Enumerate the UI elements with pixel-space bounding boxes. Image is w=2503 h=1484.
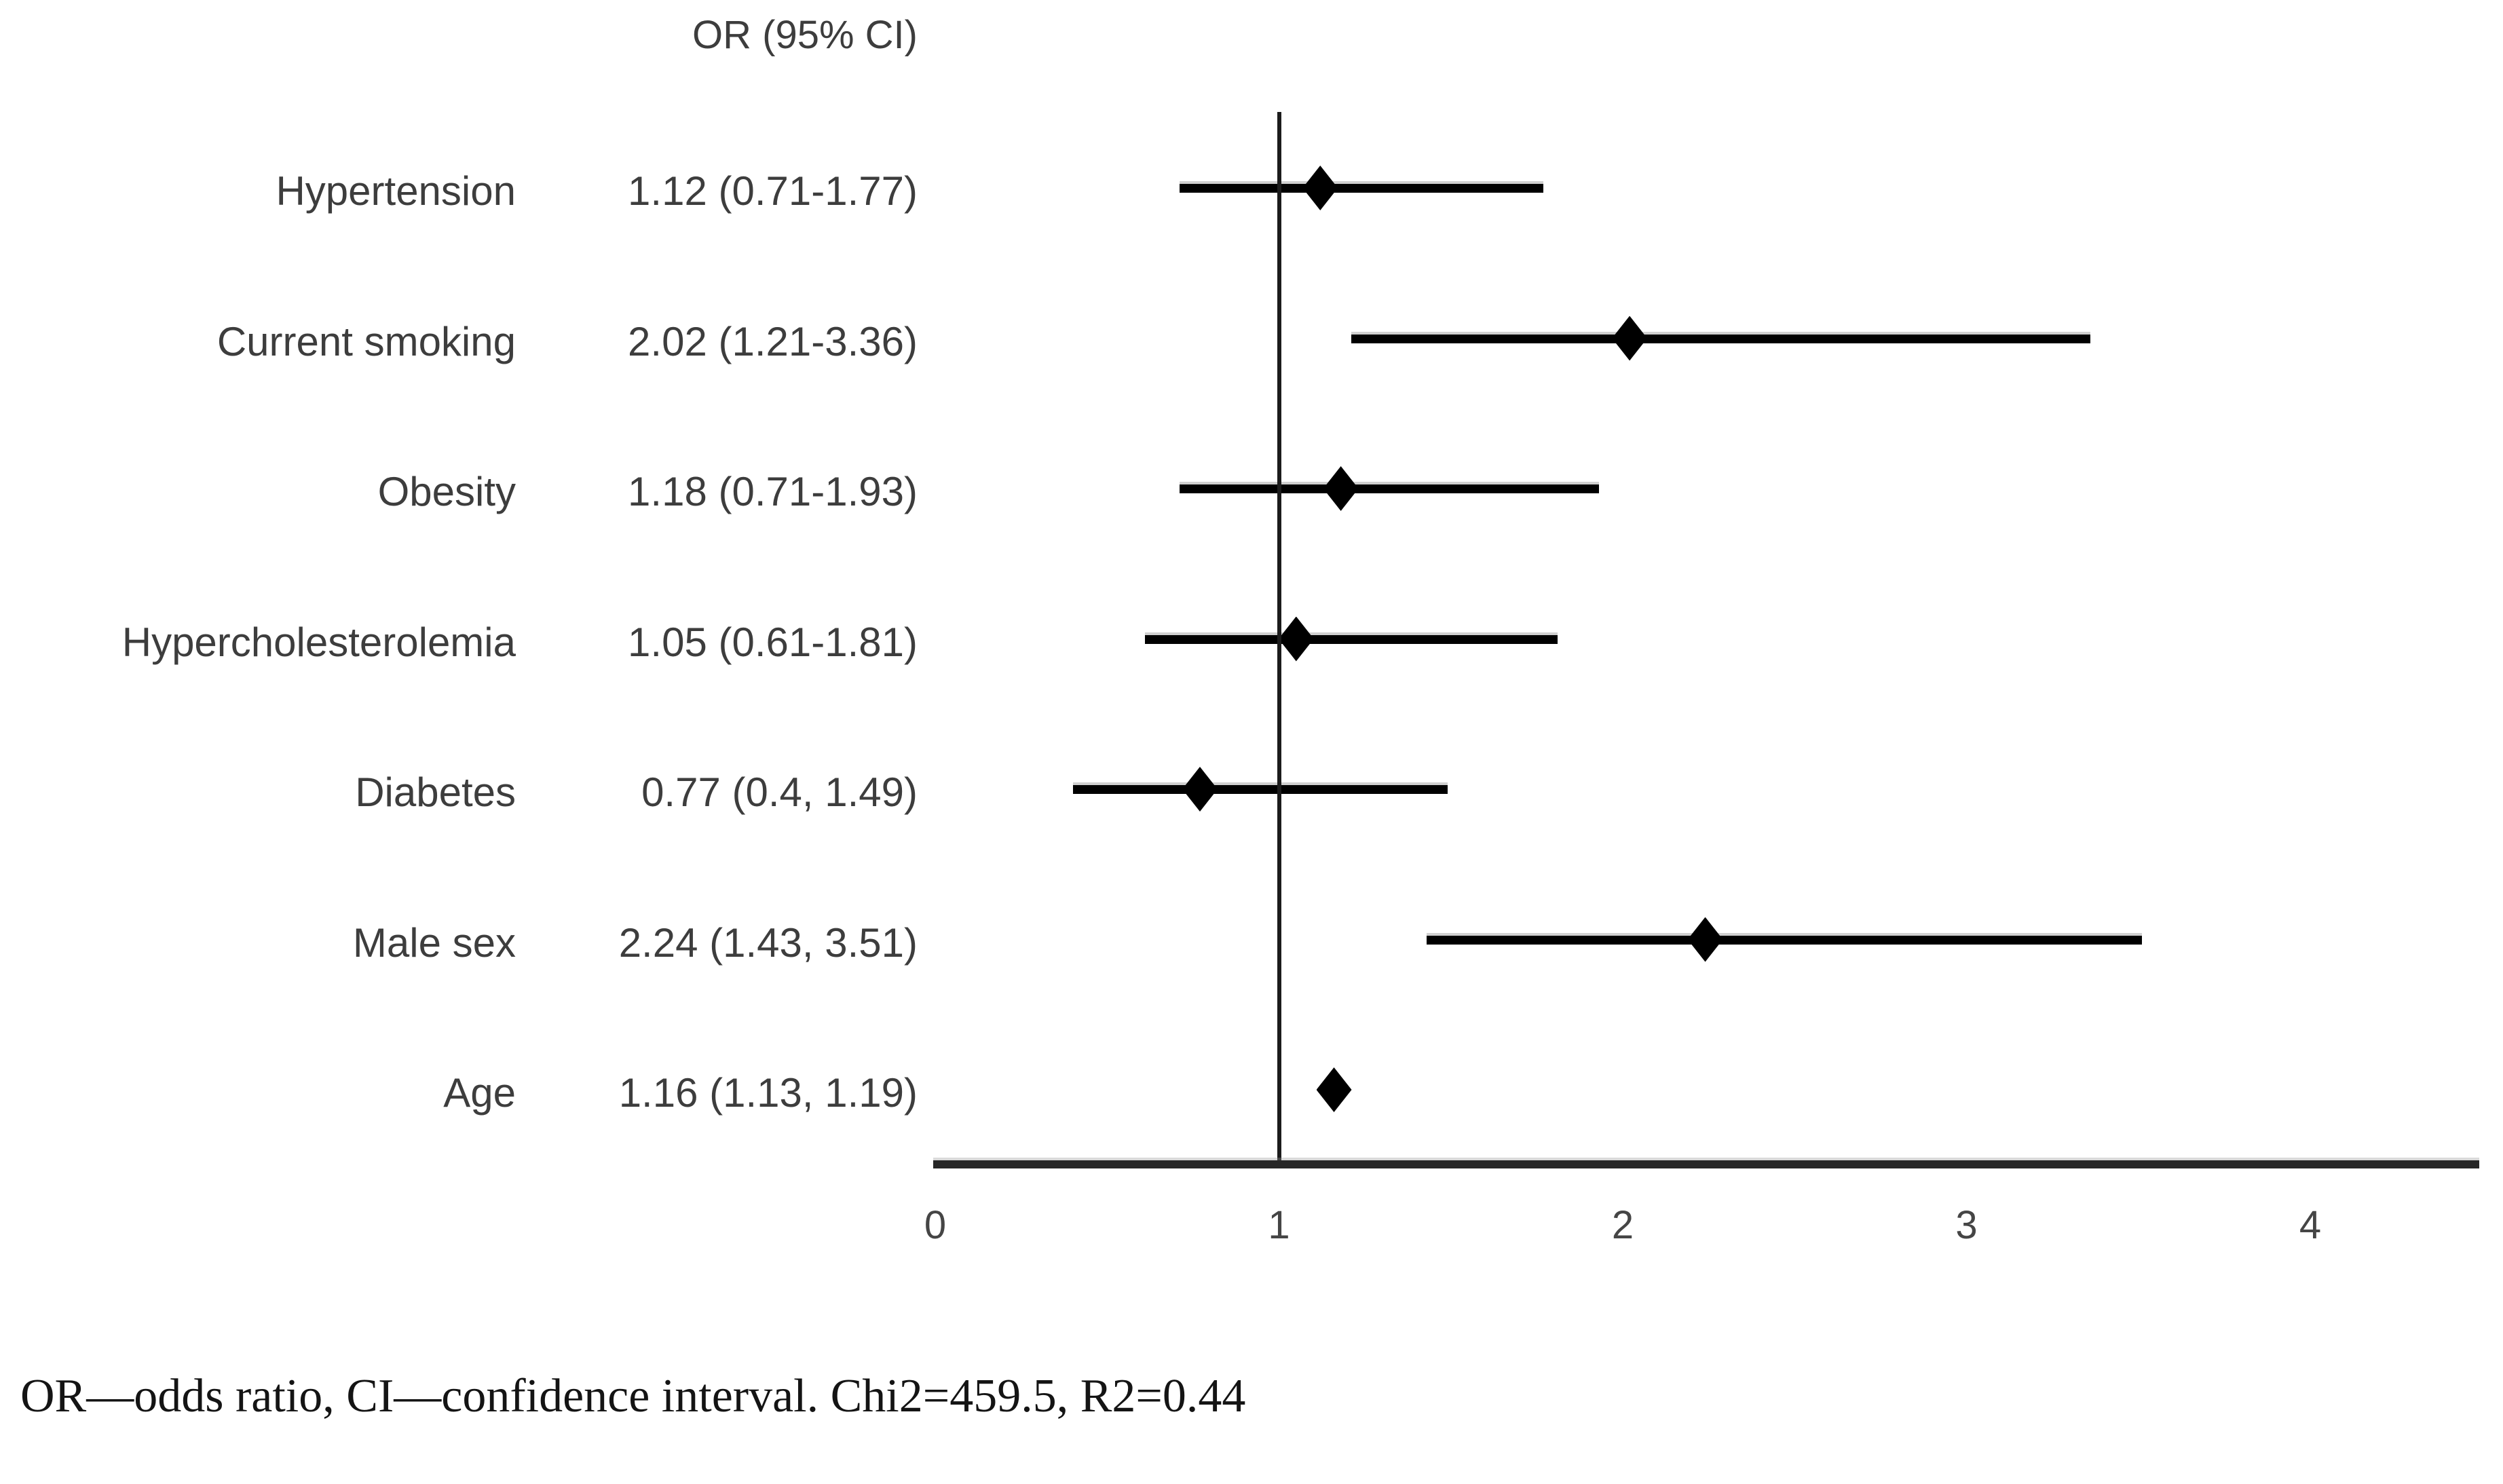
or-point-diamond-marker <box>1316 1067 1352 1112</box>
confidence-interval-line <box>1427 935 2142 945</box>
x-axis-tick-label: 2 <box>1611 1203 1634 1247</box>
row-label: Obesity <box>377 469 516 514</box>
or-point-diamond-marker <box>1182 767 1218 812</box>
footnote: OR—odds ratio, CI—confidence interval. C… <box>20 1370 1246 1422</box>
confidence-interval-line <box>1144 634 1558 644</box>
row-or-ci-value: 1.18 (0.71-1.93) <box>628 469 918 514</box>
or-point-diamond-marker <box>1302 166 1338 210</box>
row-or-ci-value: 1.16 (1.13, 1.19) <box>618 1070 918 1116</box>
row-label: Hypertension <box>276 168 516 214</box>
row-label: Current smoking <box>217 318 516 364</box>
row-label: Age <box>443 1070 516 1116</box>
row-label: Hypercholesterolemia <box>121 619 516 665</box>
confidence-interval-line <box>1179 484 1599 493</box>
or-point-diamond-marker <box>1323 466 1359 511</box>
or-point-diamond-marker <box>1278 616 1314 662</box>
x-axis-line <box>933 1160 2479 1168</box>
row-or-ci-value: 1.05 (0.61-1.81) <box>628 619 918 665</box>
row-or-ci-value: 2.02 (1.21-3.36) <box>628 318 918 364</box>
row-or-ci-value: 1.12 (0.71-1.77) <box>628 168 918 214</box>
or-point-diamond-marker <box>1612 316 1648 361</box>
confidence-interval-line <box>1351 334 2090 343</box>
confidence-interval-line <box>1072 785 1448 794</box>
row-or-ci-value: 2.24 (1.43, 3.51) <box>618 919 918 966</box>
row-or-ci-value: 0.77 (0.4, 1.49) <box>641 769 918 815</box>
confidence-interval-line <box>1179 184 1544 193</box>
or-ci-column-header: OR (95% CI) <box>692 13 918 57</box>
x-axis-tick-label: 0 <box>924 1203 947 1247</box>
row-label: Male sex <box>352 919 516 966</box>
x-axis-tick-label: 3 <box>1955 1203 1978 1247</box>
x-axis-tick-label: 1 <box>1268 1203 1290 1247</box>
reference-line-or-1 <box>1277 112 1281 1164</box>
or-point-diamond-marker <box>1687 917 1723 962</box>
row-label: Diabetes <box>355 769 516 815</box>
x-axis-tick-label: 4 <box>2299 1203 2322 1247</box>
